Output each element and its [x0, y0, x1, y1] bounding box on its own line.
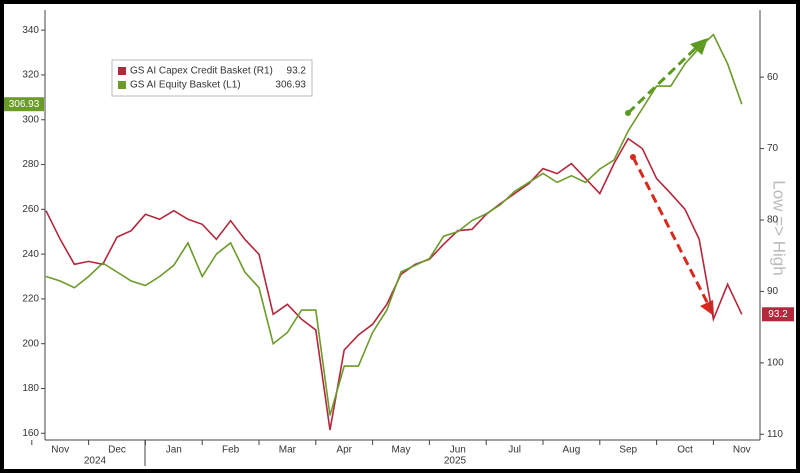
last-value-badge [762, 307, 794, 322]
y2-tick-label: 100 [767, 357, 784, 368]
x-tick-label: Oct [677, 445, 693, 456]
legend-label: GS AI Equity Basket (L1) [130, 80, 241, 91]
x-tick-label: Nov [733, 445, 751, 456]
x-tick-label: Sep [619, 445, 637, 456]
x-year-label: 2025 [444, 456, 467, 467]
green-arrow-head [690, 38, 708, 55]
legend-label: GS AI Capex Credit Basket (R1) [130, 66, 273, 77]
x-tick-label: Dec [108, 445, 126, 456]
legend-value: 306.93 [275, 80, 306, 91]
last-value-badge [4, 97, 44, 112]
y-tick-label: 280 [22, 159, 39, 170]
legend-swatch [118, 67, 126, 75]
legend-value: 93.2 [287, 66, 307, 77]
red-arrow-tail [630, 154, 636, 160]
x-tick-label: Jul [508, 445, 521, 456]
y2-tick-label: 110 [767, 429, 783, 440]
y2-tick-label: 90 [767, 286, 779, 297]
arrows [625, 38, 714, 316]
green-arrow-tail [625, 110, 631, 116]
x-tick-label: Feb [222, 445, 240, 456]
x-tick-label: Mar [279, 445, 297, 456]
y-tick-label: 200 [22, 338, 39, 349]
x-year-label: 2024 [84, 456, 107, 467]
y2-tick-label: 80 [767, 215, 779, 226]
legend-swatch [118, 81, 126, 89]
series-line [45, 33, 743, 416]
y2-tick-label: 70 [767, 143, 779, 154]
last-value-label: 93.2 [768, 309, 788, 320]
x-tick-label: Aug [563, 445, 581, 456]
y-tick-label: 320 [22, 70, 39, 81]
x-tick-label: Nov [51, 445, 69, 456]
y-tick-label: 340 [22, 25, 39, 36]
y-tick-label: 220 [22, 294, 39, 305]
y2-axis-label: Low => High [770, 180, 789, 275]
y-tick-label: 260 [22, 204, 39, 215]
last-value-label: 306.93 [9, 99, 40, 110]
y-tick-label: 240 [22, 249, 39, 260]
green-arrow [626, 44, 700, 115]
y2-tick-label: 60 [767, 72, 779, 83]
legend-box [111, 59, 313, 97]
x-tick-label: May [392, 445, 411, 456]
y-tick-label: 160 [22, 428, 39, 439]
y-tick-label: 180 [22, 383, 39, 394]
x-tick-label: Jan [166, 445, 182, 456]
x-tick-label: Apr [336, 445, 352, 456]
y-tick-label: 300 [22, 114, 39, 125]
x-tick-label: Jun [450, 445, 466, 456]
